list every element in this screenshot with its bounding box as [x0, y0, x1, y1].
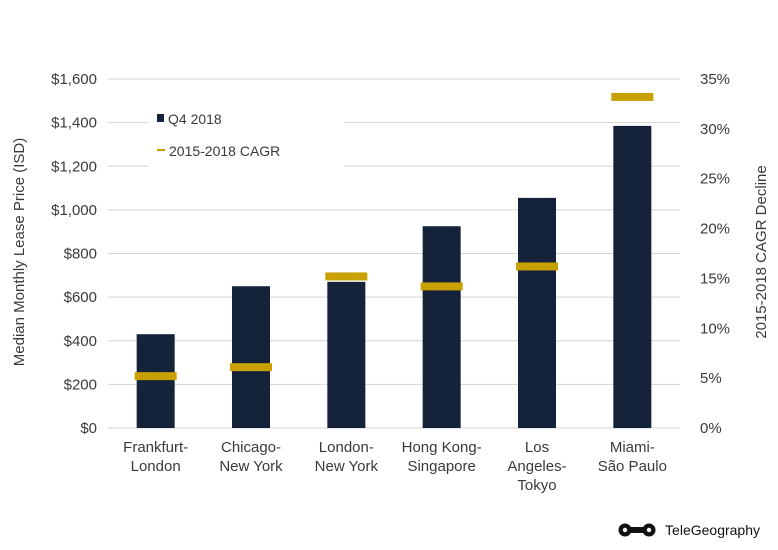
bar-q4-2018: [327, 281, 366, 428]
y2-tick-label: 30%: [700, 121, 730, 138]
y-tick-label: $1,600: [51, 71, 97, 88]
category-label: Miami-São Paulo: [598, 439, 667, 475]
cagr-markers: [134, 92, 654, 381]
bar-q4-2018: [422, 226, 461, 428]
right-axis-ticks: 0% 5% 10% 15% 20% 25% 30% 35%: [700, 71, 730, 437]
y2-tick-label: 35%: [700, 71, 730, 88]
y2-axis-title: 2015-2018 CAGR Decline: [753, 165, 770, 338]
bars: [136, 125, 652, 428]
y2-tick-label: 0%: [700, 420, 722, 437]
legend-label-q4: Q4 2018: [168, 111, 222, 127]
y-tick-label: $400: [64, 333, 97, 350]
left-axis-ticks: $0 $200 $400 $600 $800 $1,000 $1,200 $1,400 $1,6…: [51, 71, 97, 437]
y-tick-label: $0: [80, 420, 97, 437]
cagr-marker: [420, 282, 463, 291]
category-label: London-New York: [315, 439, 379, 475]
y2-tick-label: 5%: [700, 370, 722, 387]
bar-q4-2018: [613, 125, 652, 428]
category-labels: Frankfurt-London Chicago-New York London-N…: [123, 439, 667, 494]
cagr-marker: [134, 372, 177, 381]
bar-q4-2018: [518, 197, 556, 428]
category-label: Chicago-New York: [219, 439, 283, 475]
y2-tick-label: 15%: [700, 270, 730, 287]
y-tick-label: $200: [64, 376, 97, 393]
legend: Q4 2018 2015-2018 CAGR: [148, 104, 344, 170]
y-tick-label: $800: [64, 246, 97, 263]
legend-swatch-cagr: [157, 149, 165, 151]
legend-swatch-bar: [157, 114, 164, 122]
cagr-marker: [325, 272, 368, 281]
category-label: Los Angeles-Tokyo: [507, 439, 566, 494]
y-axis-title: Median Monthly Lease Price (ISD): [11, 138, 28, 366]
cagr-marker: [230, 363, 272, 372]
bar-q4-2018: [136, 334, 175, 428]
y-tick-label: $1,200: [51, 158, 97, 175]
brand: TeleGeography: [617, 522, 760, 538]
cagr-marker: [516, 262, 558, 271]
bar-q4-2018: [232, 286, 270, 428]
y-tick-label: $600: [64, 289, 97, 306]
cagr-marker: [611, 92, 654, 101]
brand-name: TeleGeography: [665, 522, 760, 538]
y2-tick-label: 25%: [700, 171, 730, 188]
category-label: Frankfurt-London: [123, 439, 188, 475]
y2-tick-label: 10%: [700, 320, 730, 337]
legend-label-cagr: 2015-2018 CAGR: [169, 143, 280, 159]
y2-tick-label: 20%: [700, 221, 730, 238]
y-tick-label: $1,400: [51, 115, 97, 132]
y-tick-label: $1,000: [51, 202, 97, 219]
telegeography-logo-icon: [618, 523, 656, 537]
category-label: Hong Kong-Singapore: [402, 439, 482, 475]
